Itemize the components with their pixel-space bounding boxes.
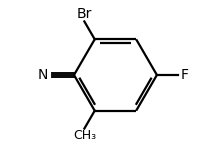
Text: F: F: [180, 68, 188, 82]
Text: N: N: [38, 68, 48, 82]
Text: Br: Br: [77, 7, 92, 21]
Text: CH₃: CH₃: [73, 129, 96, 142]
